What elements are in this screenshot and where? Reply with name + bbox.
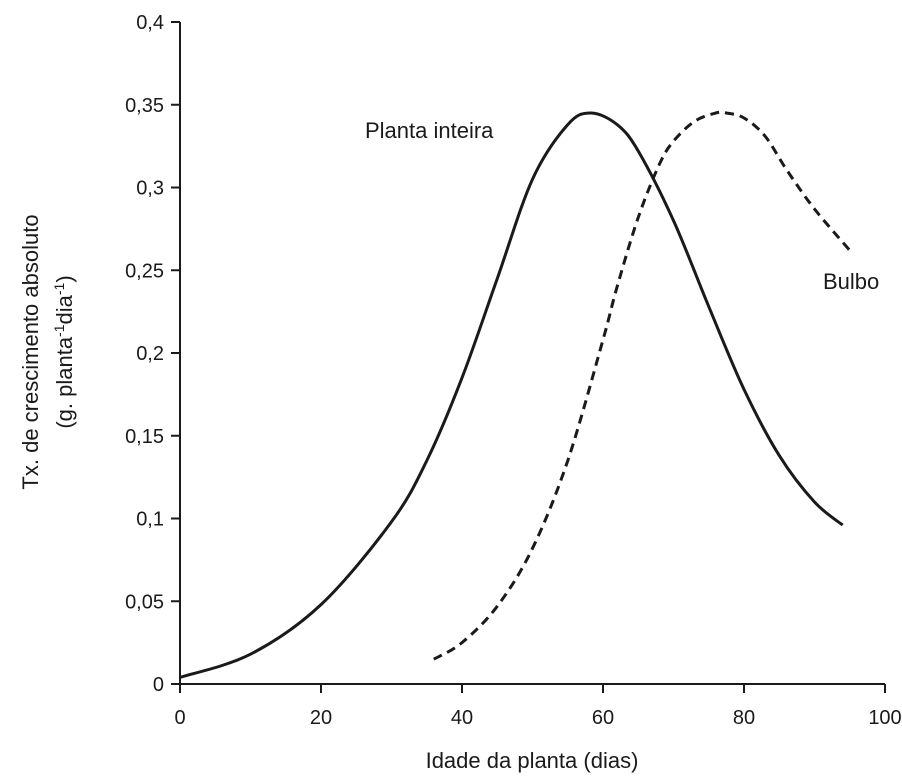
y-tick-label: 0,4 <box>136 12 164 34</box>
y-unit-suffix: ) <box>52 275 77 282</box>
y-tick-label: 0,15 <box>125 426 164 448</box>
x-tick-label: 60 <box>592 707 614 729</box>
y-axis-label: Tx. de crescimento absoluto <box>18 214 43 489</box>
series-line-bulbo <box>433 110 851 661</box>
y-tick-label: 0 <box>153 674 164 696</box>
y-unit-exponent-2: -1 <box>51 282 67 295</box>
axes <box>179 22 885 685</box>
y-tick-label: 0,1 <box>136 509 164 531</box>
series-lines <box>179 110 851 679</box>
y-unit-prefix: (g. planta <box>52 336 77 428</box>
x-tick-label: 100 <box>868 707 901 729</box>
y-tick-label: 0,2 <box>136 343 164 365</box>
y-tick-label: 0,05 <box>125 591 164 613</box>
x-tick-label: 0 <box>174 707 185 729</box>
y-axis-unit-label: (g. planta-1dia-1) <box>51 275 77 428</box>
y-tick-label: 0,35 <box>125 95 164 117</box>
y-unit-mid: dia <box>52 294 77 324</box>
y-tick-label: 0,3 <box>136 178 164 200</box>
series-label-planta-inteira: Planta inteira <box>365 118 494 143</box>
x-tick-label: 20 <box>310 707 332 729</box>
series-line-planta-inteira <box>179 111 844 679</box>
x-ticks: 0 20 40 60 80 100 <box>174 684 902 729</box>
x-tick-label: 80 <box>733 707 755 729</box>
x-tick-label: 40 <box>451 707 473 729</box>
series-label-bulbo: Bulbo <box>823 269 879 294</box>
y-ticks: 0 0,05 0,1 0,15 0,2 0,25 0,3 0,35 0,4 <box>125 12 180 696</box>
y-tick-label: 0,25 <box>125 260 164 282</box>
x-axis-label: Idade da planta (dias) <box>426 748 639 773</box>
y-unit-exponent-1: -1 <box>51 324 67 337</box>
